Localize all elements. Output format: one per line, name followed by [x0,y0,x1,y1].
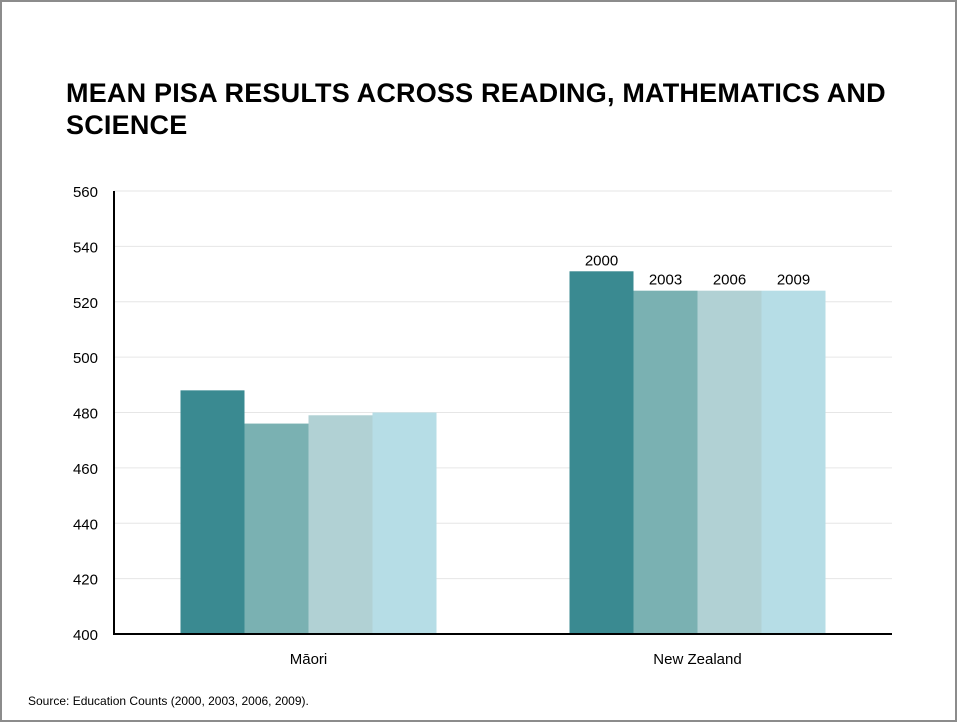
bar-data-label: 2006 [713,272,746,289]
bar-data-label: 2003 [649,272,682,289]
bar [569,271,634,634]
x-category-label: New Zealand [653,651,741,668]
y-tick-label: 440 [73,516,98,533]
bar [244,423,309,634]
y-tick-label: 400 [73,627,98,644]
y-tick-label: 500 [73,350,98,367]
y-tick-label: 540 [73,239,98,256]
y-tick-label: 520 [73,295,98,312]
bar [372,412,437,634]
bar-data-label: 2000 [585,252,618,269]
bars [180,271,826,634]
x-category-label: Māori [290,651,328,668]
bar [697,290,762,634]
labels: 400 420 440 460 480 500 520 540 560 Māori 2000 2003… [73,184,810,668]
y-tick-label: 560 [73,184,98,201]
bar [633,290,698,634]
bar-data-label: 2009 [777,272,810,289]
axes [113,191,892,635]
bar [761,290,826,634]
chart-title: MEAN PISA RESULTS ACROSS READING, MATHEM… [66,78,886,140]
y-tick-label: 460 [73,461,98,478]
bar [308,415,373,634]
y-tick-label: 420 [73,572,98,589]
y-tick-label: 480 [73,406,98,423]
bar [180,390,245,634]
source-note: Source: Education Counts (2000, 2003, 20… [28,694,309,708]
